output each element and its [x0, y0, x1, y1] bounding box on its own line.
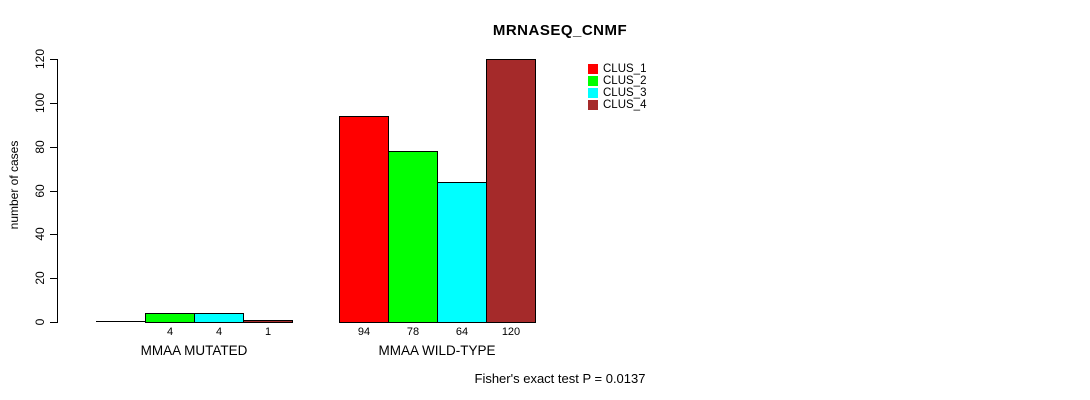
legend-label: CLUS_4	[603, 99, 647, 111]
y-axis-tick	[50, 59, 57, 60]
y-axis-tick-label: 60	[33, 183, 47, 198]
legend-swatch-clus_1	[588, 64, 598, 74]
x-axis-group-label: MMAA MUTATED	[140, 343, 248, 358]
bar-value-label: 1	[264, 326, 272, 338]
y-axis-tick-label: 0	[33, 318, 47, 326]
chart-title: MRNASEQ_CNMF	[492, 22, 628, 39]
y-axis-tick	[50, 234, 57, 236]
legend-item: CLUS_4	[588, 99, 646, 111]
legend: CLUS_1 CLUS_2 CLUS_3 CLUS_4	[588, 63, 646, 111]
y-axis-line	[57, 59, 58, 323]
legend-swatch-clus_3	[588, 88, 598, 98]
y-axis-tick-label: 80	[33, 139, 47, 154]
legend-swatch-clus_2	[588, 76, 598, 86]
bar-clus_2	[388, 151, 438, 323]
bar-clus_2	[145, 313, 195, 323]
x-axis-group-label: MMAA WILD-TYPE	[378, 343, 496, 358]
y-axis-tick-label: 120	[33, 48, 47, 70]
footnote: Fisher's exact test P = 0.0137	[474, 371, 646, 386]
bar-value-label: 64	[455, 326, 469, 338]
bar-value-label: 94	[357, 326, 371, 338]
bar-clus_4	[243, 320, 293, 323]
y-axis-label: number of cases	[7, 140, 21, 230]
y-axis-tick	[50, 102, 57, 104]
bar-clus_4	[486, 59, 536, 323]
bar-value-label: 78	[406, 326, 420, 338]
bar-clus_3	[437, 182, 487, 323]
y-axis-tick	[50, 146, 57, 148]
legend-swatch-clus_4	[588, 100, 598, 110]
bar-value-label: 4	[215, 326, 223, 338]
bar-value-label: 4	[166, 326, 174, 338]
bar-value-label: 120	[501, 326, 521, 338]
legend-label: CLUS_2	[603, 75, 647, 87]
legend-label: CLUS_3	[603, 87, 647, 99]
y-axis-tick	[50, 190, 57, 192]
bar-clus_3	[194, 313, 244, 323]
bar-clus_1-zero	[96, 321, 146, 322]
y-axis-tick-label: 100	[33, 92, 47, 113]
y-axis-tick-label: 20	[33, 271, 47, 285]
bar-clus_1	[339, 116, 389, 323]
y-axis-tick	[50, 278, 57, 280]
y-axis-tick-label: 40	[33, 227, 47, 242]
y-axis-tick	[50, 322, 57, 323]
legend-item: CLUS_2	[588, 75, 646, 87]
legend-item: CLUS_3	[588, 87, 646, 99]
legend-label: CLUS_1	[603, 63, 647, 75]
legend-item: CLUS_1	[588, 63, 646, 75]
